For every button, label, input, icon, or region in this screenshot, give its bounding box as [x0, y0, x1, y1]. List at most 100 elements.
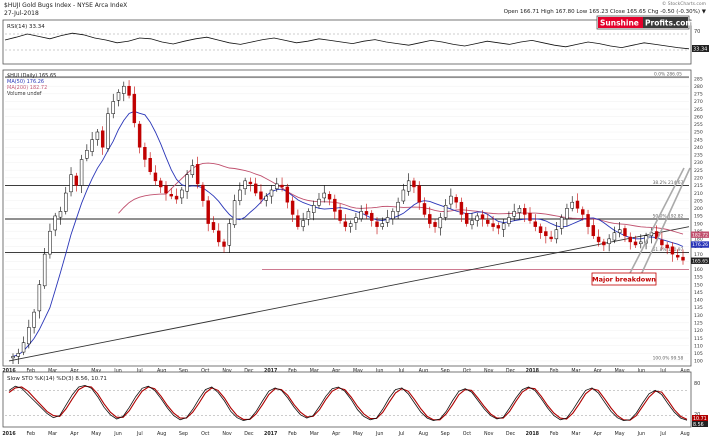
candle-body [95, 131, 100, 140]
price-month-label: Jun [375, 368, 384, 374]
major-breakdown-annotation: Major breakdown [591, 167, 691, 286]
stoch-month-label: Feb [288, 431, 297, 437]
price-y-tick-label: 260 [694, 114, 703, 120]
price-month-label: Nov [222, 368, 232, 374]
candle-body [676, 255, 680, 258]
candle-body [491, 223, 495, 227]
candle-body [290, 200, 295, 215]
right-label-text: 165.65 [692, 258, 708, 264]
stoch-month-label: Jul [659, 431, 666, 437]
candle-body [79, 159, 84, 186]
candle-body [454, 197, 458, 203]
legend-ma200: MA(200) 182.72 [7, 85, 47, 91]
candle-body [333, 198, 337, 212]
price-month-label: Aug [419, 368, 428, 374]
stoch-month-label: Apr [70, 431, 78, 437]
candle-body [275, 183, 279, 190]
candle-body [660, 239, 664, 246]
stoch-levels [5, 390, 689, 416]
price-y-tick-label: 190 [694, 221, 703, 227]
candle-body [617, 229, 622, 233]
price-month-label: Mar [48, 368, 57, 374]
candle-body [422, 203, 427, 215]
right-label-box [691, 257, 709, 264]
candle-body [533, 221, 538, 227]
stoch-month-label: Feb [27, 431, 36, 437]
price-month-label: Feb [550, 368, 559, 374]
candle-body [206, 200, 210, 224]
candle-body [417, 185, 421, 203]
price-y-tick-label: 230 [694, 160, 703, 166]
candle-body [633, 241, 638, 246]
stoch-title: Slow STO %K(14) %D(3) 8.56, 10.71 [7, 376, 107, 382]
right-value-labels: 176.26 182.72 165.65 [691, 231, 709, 264]
candle-body [438, 217, 443, 229]
candle-body [164, 185, 168, 194]
chart-title: $HUJI Gold Bugs Index - NYSE Arca IndeX [4, 2, 127, 9]
brand-name-left: Sunshine [600, 19, 639, 28]
candle-body [512, 211, 516, 217]
brand-name-right: Profits.com [645, 19, 693, 28]
price-y-tick-label: 255 [694, 122, 703, 128]
price-y-tick-label: 250 [694, 130, 703, 136]
price-y-tick-label: 220 [694, 175, 703, 181]
stoch-month-labels: 2016 Feb Mar Apr May Jun Jul Aug Sep Oct Nov Dec 201… [2, 431, 689, 437]
candle-body [185, 174, 189, 192]
annotation-box [591, 272, 657, 286]
legend-ma50: MA(50) 176.26 [7, 79, 44, 85]
candle-body [391, 211, 395, 219]
price-panel: $HUI (Daily) 165.65 MA(50) 176.26 MA(200… [2, 69, 709, 374]
stoch-k-line [8, 384, 688, 422]
price-y-tick-label: 245 [694, 137, 703, 143]
candle-body [222, 241, 226, 247]
candle-body [259, 191, 263, 200]
stoch-last-d: 10.71 [693, 416, 707, 422]
candle-body [53, 215, 57, 231]
fib-label: 38.2% 214.67 [653, 180, 684, 186]
stoch-month-label: Oct [201, 431, 209, 437]
price-y-tick-label: 100 [694, 359, 703, 365]
candle-body [137, 123, 142, 148]
price-month-label: Aug [157, 368, 166, 374]
price-y-tick-label: 225 [694, 168, 703, 174]
ohlc-readout: Open 166.71 High 167.80 Low 165.23 Close… [504, 9, 707, 15]
price-month-label: 2016 [2, 368, 16, 374]
candle-body [174, 195, 179, 200]
price-y-tick-label: 110 [694, 343, 703, 349]
price-y-tick-label: 205 [694, 198, 703, 204]
price-month-label: 2018 [526, 368, 540, 374]
candle-body [311, 205, 316, 213]
stoch-month-label: Dec [506, 431, 516, 437]
candle-body [380, 223, 385, 227]
stoch-month-label: Jul [136, 431, 143, 437]
candle-body [27, 327, 31, 345]
horizontal-levels [5, 76, 689, 270]
candle-body [269, 189, 274, 197]
candle-body [153, 172, 158, 182]
price-month-label: Sep [179, 368, 188, 374]
price-y-tick-label: 155 [694, 275, 703, 281]
candle-body [69, 174, 73, 193]
candle-body [586, 214, 590, 227]
stoch-last-d-box [692, 415, 708, 421]
stoch-month-label: Aug [680, 431, 689, 437]
candle-body [48, 230, 52, 255]
price-month-labels: 2016 Feb Mar Apr May Jun Jul Aug Sep Oct Nov Dec 201… [2, 368, 689, 374]
candle-body [459, 201, 464, 215]
stoch-month-label: 2017 [264, 431, 277, 437]
price-month-label: Dec [244, 368, 254, 374]
stoch-month-label: Feb [550, 431, 559, 437]
rsi-line [4, 32, 690, 50]
price-y-tick-label: 210 [694, 191, 703, 197]
candle-body [359, 211, 363, 219]
price-y-tick-label: 235 [694, 153, 703, 159]
candle-body [180, 189, 184, 199]
stoch-month-label: Mar [571, 431, 580, 437]
price-month-label: May [353, 368, 363, 374]
ma50-line [12, 110, 684, 357]
brand-right-bg [643, 17, 688, 28]
candle-body [385, 217, 390, 223]
right-label-text: 182.72 [692, 232, 708, 238]
candle-body [343, 221, 348, 227]
